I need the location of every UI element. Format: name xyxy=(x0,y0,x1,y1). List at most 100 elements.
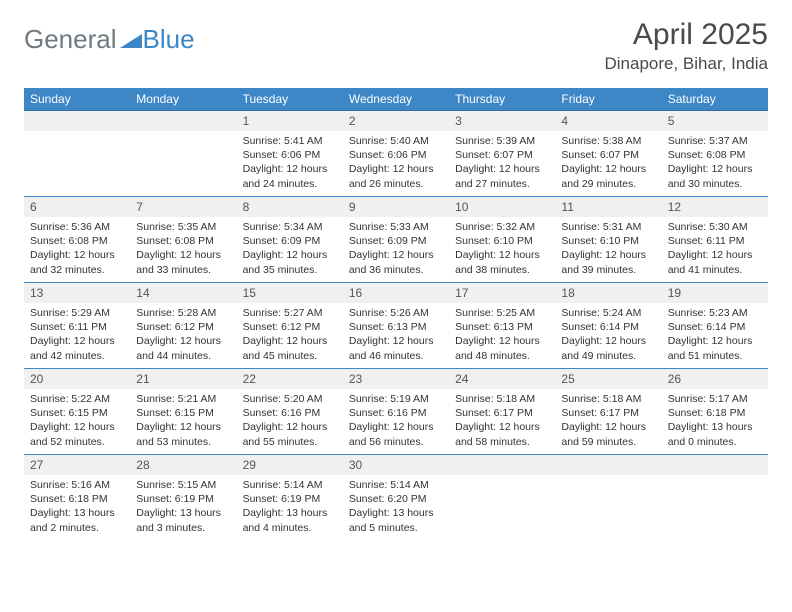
daylight-label: Daylight: 12 hours and 48 minutes. xyxy=(455,334,549,362)
weekday-header-row: Sunday Monday Tuesday Wednesday Thursday… xyxy=(24,88,768,111)
day-number: 18 xyxy=(555,283,661,303)
day-details: Sunrise: 5:17 AMSunset: 6:18 PMDaylight:… xyxy=(662,389,768,454)
day-details: Sunrise: 5:41 AMSunset: 6:06 PMDaylight:… xyxy=(237,131,343,196)
day-details: Sunrise: 5:18 AMSunset: 6:17 PMDaylight:… xyxy=(555,389,661,454)
title-block: April 2025 Dinapore, Bihar, India xyxy=(605,18,769,74)
sunset-label: Sunset: 6:20 PM xyxy=(349,492,443,506)
day-number: 30 xyxy=(343,455,449,475)
day-number-empty xyxy=(449,455,555,475)
day-number: 9 xyxy=(343,197,449,217)
sunset-label: Sunset: 6:08 PM xyxy=(30,234,124,248)
sunrise-label: Sunrise: 5:33 AM xyxy=(349,220,443,234)
calendar-cell: 3Sunrise: 5:39 AMSunset: 6:07 PMDaylight… xyxy=(449,111,555,197)
weekday-header: Monday xyxy=(130,88,236,111)
calendar-cell: 19Sunrise: 5:23 AMSunset: 6:14 PMDayligh… xyxy=(662,283,768,369)
sunrise-label: Sunrise: 5:35 AM xyxy=(136,220,230,234)
calendar-cell xyxy=(24,111,130,197)
day-details: Sunrise: 5:24 AMSunset: 6:14 PMDaylight:… xyxy=(555,303,661,368)
daylight-label: Daylight: 13 hours and 3 minutes. xyxy=(136,506,230,534)
logo-triangle-icon xyxy=(120,24,142,55)
daylight-label: Daylight: 12 hours and 32 minutes. xyxy=(30,248,124,276)
day-number: 25 xyxy=(555,369,661,389)
day-number: 14 xyxy=(130,283,236,303)
day-details: Sunrise: 5:35 AMSunset: 6:08 PMDaylight:… xyxy=(130,217,236,282)
calendar-cell: 10Sunrise: 5:32 AMSunset: 6:10 PMDayligh… xyxy=(449,197,555,283)
calendar-cell: 23Sunrise: 5:19 AMSunset: 6:16 PMDayligh… xyxy=(343,369,449,455)
daylight-label: Daylight: 12 hours and 29 minutes. xyxy=(561,162,655,190)
day-details: Sunrise: 5:37 AMSunset: 6:08 PMDaylight:… xyxy=(662,131,768,196)
day-details: Sunrise: 5:25 AMSunset: 6:13 PMDaylight:… xyxy=(449,303,555,368)
weekday-header: Wednesday xyxy=(343,88,449,111)
sunset-label: Sunset: 6:12 PM xyxy=(243,320,337,334)
day-details: Sunrise: 5:40 AMSunset: 6:06 PMDaylight:… xyxy=(343,131,449,196)
sunset-label: Sunset: 6:15 PM xyxy=(30,406,124,420)
daylight-label: Daylight: 12 hours and 58 minutes. xyxy=(455,420,549,448)
sunset-label: Sunset: 6:11 PM xyxy=(668,234,762,248)
brand-logo: General Blue xyxy=(24,24,195,55)
day-number: 28 xyxy=(130,455,236,475)
day-number: 12 xyxy=(662,197,768,217)
day-details: Sunrise: 5:29 AMSunset: 6:11 PMDaylight:… xyxy=(24,303,130,368)
calendar-cell: 26Sunrise: 5:17 AMSunset: 6:18 PMDayligh… xyxy=(662,369,768,455)
calendar-table: Sunday Monday Tuesday Wednesday Thursday… xyxy=(24,88,768,541)
sunrise-label: Sunrise: 5:22 AM xyxy=(30,392,124,406)
weekday-header: Saturday xyxy=(662,88,768,111)
calendar-cell: 25Sunrise: 5:18 AMSunset: 6:17 PMDayligh… xyxy=(555,369,661,455)
calendar-week-row: 6Sunrise: 5:36 AMSunset: 6:08 PMDaylight… xyxy=(24,197,768,283)
sunrise-label: Sunrise: 5:37 AM xyxy=(668,134,762,148)
daylight-label: Daylight: 12 hours and 44 minutes. xyxy=(136,334,230,362)
daylight-label: Daylight: 12 hours and 46 minutes. xyxy=(349,334,443,362)
sunrise-label: Sunrise: 5:27 AM xyxy=(243,306,337,320)
day-number: 7 xyxy=(130,197,236,217)
daylight-label: Daylight: 12 hours and 45 minutes. xyxy=(243,334,337,362)
calendar-cell: 1Sunrise: 5:41 AMSunset: 6:06 PMDaylight… xyxy=(237,111,343,197)
sunrise-label: Sunrise: 5:14 AM xyxy=(349,478,443,492)
calendar-cell xyxy=(555,455,661,541)
day-number: 1 xyxy=(237,111,343,131)
brand-part1: General xyxy=(24,24,117,55)
day-number-empty xyxy=(24,111,130,131)
sunset-label: Sunset: 6:10 PM xyxy=(455,234,549,248)
calendar-cell: 20Sunrise: 5:22 AMSunset: 6:15 PMDayligh… xyxy=(24,369,130,455)
daylight-label: Daylight: 12 hours and 38 minutes. xyxy=(455,248,549,276)
day-number-empty xyxy=(130,111,236,131)
sunrise-label: Sunrise: 5:20 AM xyxy=(243,392,337,406)
day-details: Sunrise: 5:27 AMSunset: 6:12 PMDaylight:… xyxy=(237,303,343,368)
weekday-header: Thursday xyxy=(449,88,555,111)
calendar-cell xyxy=(130,111,236,197)
sunset-label: Sunset: 6:14 PM xyxy=(561,320,655,334)
sunset-label: Sunset: 6:09 PM xyxy=(349,234,443,248)
daylight-label: Daylight: 12 hours and 26 minutes. xyxy=(349,162,443,190)
day-details: Sunrise: 5:36 AMSunset: 6:08 PMDaylight:… xyxy=(24,217,130,282)
daylight-label: Daylight: 12 hours and 49 minutes. xyxy=(561,334,655,362)
sunrise-label: Sunrise: 5:40 AM xyxy=(349,134,443,148)
daylight-label: Daylight: 13 hours and 2 minutes. xyxy=(30,506,124,534)
calendar-cell xyxy=(662,455,768,541)
calendar-week-row: 1Sunrise: 5:41 AMSunset: 6:06 PMDaylight… xyxy=(24,111,768,197)
calendar-cell: 24Sunrise: 5:18 AMSunset: 6:17 PMDayligh… xyxy=(449,369,555,455)
calendar-week-row: 20Sunrise: 5:22 AMSunset: 6:15 PMDayligh… xyxy=(24,369,768,455)
sunset-label: Sunset: 6:06 PM xyxy=(349,148,443,162)
daylight-label: Daylight: 12 hours and 53 minutes. xyxy=(136,420,230,448)
weekday-header: Friday xyxy=(555,88,661,111)
day-details: Sunrise: 5:31 AMSunset: 6:10 PMDaylight:… xyxy=(555,217,661,282)
calendar-cell: 14Sunrise: 5:28 AMSunset: 6:12 PMDayligh… xyxy=(130,283,236,369)
sunrise-label: Sunrise: 5:18 AM xyxy=(455,392,549,406)
month-title: April 2025 xyxy=(605,18,769,52)
sunrise-label: Sunrise: 5:26 AM xyxy=(349,306,443,320)
sunset-label: Sunset: 6:10 PM xyxy=(561,234,655,248)
sunset-label: Sunset: 6:14 PM xyxy=(668,320,762,334)
day-number: 6 xyxy=(24,197,130,217)
sunrise-label: Sunrise: 5:24 AM xyxy=(561,306,655,320)
day-number: 23 xyxy=(343,369,449,389)
day-number: 13 xyxy=(24,283,130,303)
sunset-label: Sunset: 6:08 PM xyxy=(668,148,762,162)
day-number: 22 xyxy=(237,369,343,389)
day-number: 5 xyxy=(662,111,768,131)
day-number: 26 xyxy=(662,369,768,389)
daylight-label: Daylight: 12 hours and 41 minutes. xyxy=(668,248,762,276)
sunrise-label: Sunrise: 5:31 AM xyxy=(561,220,655,234)
day-details: Sunrise: 5:33 AMSunset: 6:09 PMDaylight:… xyxy=(343,217,449,282)
day-number: 2 xyxy=(343,111,449,131)
day-number: 10 xyxy=(449,197,555,217)
